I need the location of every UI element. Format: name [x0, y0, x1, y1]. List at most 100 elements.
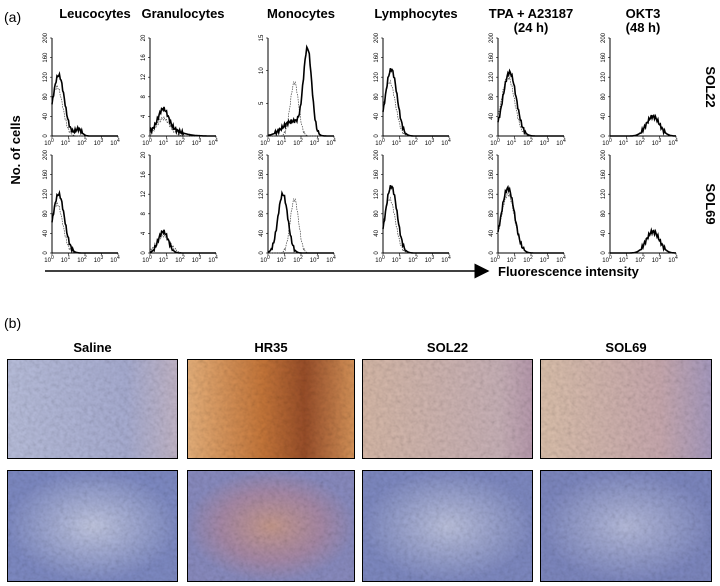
tick-exponent: 0 [497, 255, 500, 261]
tick-exponent: 2 [415, 255, 418, 261]
tick-exponent: 4 [215, 255, 218, 261]
tick-base: 10 [602, 258, 609, 264]
tick-base: 10 [490, 258, 497, 264]
column-title: TPA + A23187 [489, 6, 573, 21]
tick-exponent: 4 [333, 138, 336, 144]
y-tick-label: 120 [489, 189, 495, 200]
y-tick-label: 200 [489, 149, 495, 160]
tick-exponent: 3 [658, 138, 661, 144]
x-tick-label: 102 [77, 255, 87, 264]
tick-exponent: 2 [300, 138, 303, 144]
y-tick-label: 5 [259, 101, 265, 105]
histogram [610, 113, 677, 137]
histogram [149, 106, 216, 137]
y-tick-label: 0 [259, 134, 265, 138]
x-tick-label: 100 [260, 138, 270, 147]
column-title: OKT3 [626, 6, 661, 21]
tick-base: 10 [523, 258, 530, 264]
histogram [610, 227, 677, 254]
y-tick-label: 200 [489, 32, 495, 43]
x-tick-label: 100 [44, 138, 54, 147]
x-tick-label: 102 [635, 138, 645, 147]
y-tick-label: 80 [43, 93, 49, 100]
tick-exponent: 3 [431, 138, 434, 144]
tick-exponent: 1 [398, 255, 401, 261]
y-tick-label: 0 [43, 251, 49, 255]
column-title: Saline [73, 340, 111, 355]
y-tick-label: 0 [601, 251, 607, 255]
tick-base: 10 [507, 141, 514, 147]
tick-base: 10 [77, 141, 84, 147]
tick-base: 10 [44, 141, 51, 147]
tick-exponent: 3 [546, 138, 549, 144]
tick-exponent: 2 [300, 255, 303, 261]
histogram-dotted [497, 192, 564, 254]
y-tick-label: 200 [374, 149, 380, 160]
tick-exponent: 0 [382, 255, 385, 261]
y-tick-label: 40 [601, 112, 607, 119]
tick-exponent: 2 [84, 138, 87, 144]
tick-exponent: 3 [431, 255, 434, 261]
x-tick-label: 101 [277, 138, 287, 147]
y-tick-label: 80 [374, 93, 380, 100]
y-tick-label: 4 [141, 114, 147, 118]
row-label: SOL69 [703, 183, 718, 224]
x-tick-label: 103 [94, 138, 104, 147]
x-tick-label: 103 [540, 255, 550, 264]
tick-base: 10 [375, 258, 382, 264]
y-tick-label: 40 [489, 112, 495, 119]
y-tick-label: 80 [489, 210, 495, 217]
tick-exponent: 4 [563, 138, 566, 144]
x-tick-label: 104 [326, 255, 336, 264]
tick-exponent: 2 [642, 255, 645, 261]
tick-base: 10 [540, 141, 547, 147]
tick-base: 10 [668, 258, 675, 264]
x-tick-label: 104 [668, 255, 678, 264]
x-axis-label: Fluorescence intensity [498, 264, 640, 279]
y-tick-label: 8 [141, 211, 147, 215]
y-tick-label: 16 [141, 171, 147, 178]
x-tick-label: 104 [441, 255, 451, 264]
tick-base: 10 [392, 141, 399, 147]
x-tick-label: 101 [619, 138, 629, 147]
tick-base: 10 [159, 141, 166, 147]
x-tick-label: 102 [293, 138, 303, 147]
y-tick-label: 80 [601, 210, 607, 217]
tick-exponent: 4 [448, 255, 451, 261]
tissue-image [186, 358, 356, 460]
tick-base: 10 [110, 141, 117, 147]
y-tick-label: 120 [43, 72, 49, 83]
y-tick-label: 160 [601, 52, 607, 63]
tick-base: 10 [293, 141, 300, 147]
x-tick-label: 102 [77, 138, 87, 147]
tick-base: 10 [523, 141, 530, 147]
x-tick-label: 101 [61, 138, 71, 147]
axes [382, 155, 449, 254]
y-tick-label: 12 [141, 73, 147, 80]
y-tick-label: 120 [489, 72, 495, 83]
y-tick-label: 200 [43, 149, 49, 160]
y-tick-label: 80 [374, 210, 380, 217]
axes [609, 38, 676, 137]
y-tick-label: 80 [259, 210, 265, 217]
histogram [267, 190, 334, 254]
histogram [51, 189, 118, 254]
tick-base: 10 [425, 141, 432, 147]
y-tick-label: 0 [489, 134, 495, 138]
x-tick-label: 102 [408, 138, 418, 147]
y-tick-label: 0 [374, 251, 380, 255]
tick-base: 10 [392, 258, 399, 264]
y-tick-label: 120 [374, 189, 380, 200]
tissue-image [186, 469, 356, 583]
tick-exponent: 4 [215, 138, 218, 144]
tick-exponent: 3 [100, 138, 103, 144]
tick-base: 10 [208, 258, 215, 264]
tick-base: 10 [556, 141, 563, 147]
tick-exponent: 0 [51, 255, 54, 261]
y-tick-label: 200 [601, 32, 607, 43]
histogram [382, 67, 449, 137]
x-tick-label: 102 [175, 255, 185, 264]
tick-base: 10 [208, 141, 215, 147]
x-tick-label: 104 [208, 255, 218, 264]
x-tick-label: 100 [375, 255, 385, 264]
